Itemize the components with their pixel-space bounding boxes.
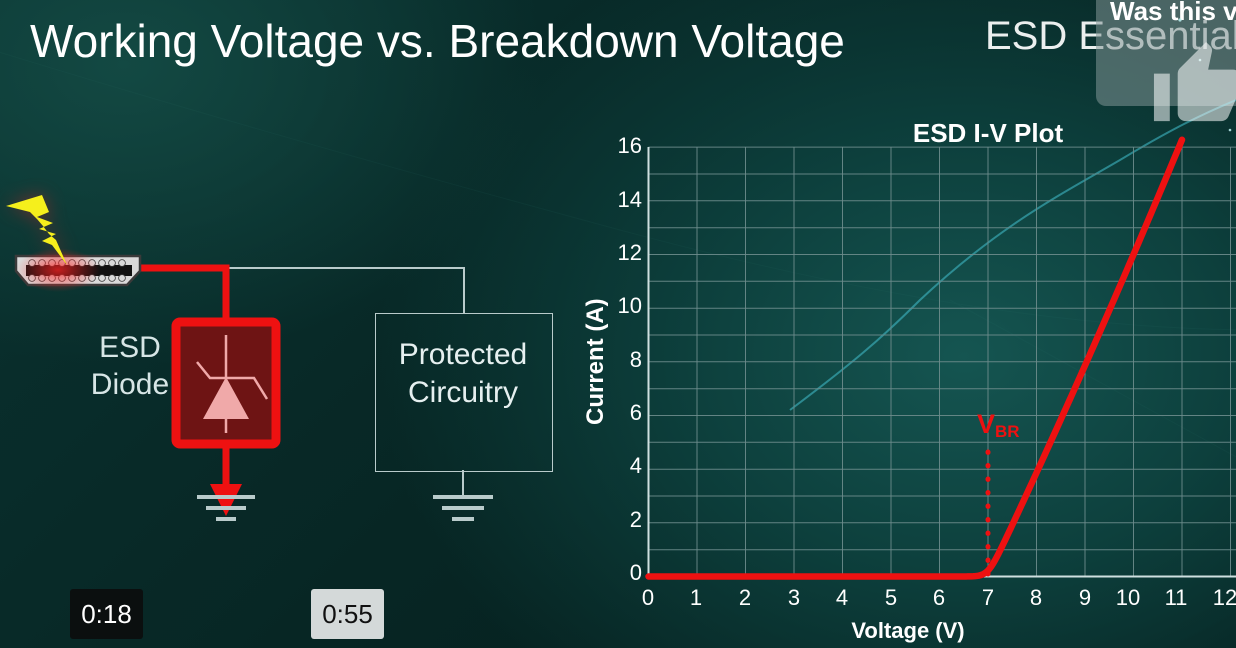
- svg-text:VBR: VBR: [977, 409, 1020, 441]
